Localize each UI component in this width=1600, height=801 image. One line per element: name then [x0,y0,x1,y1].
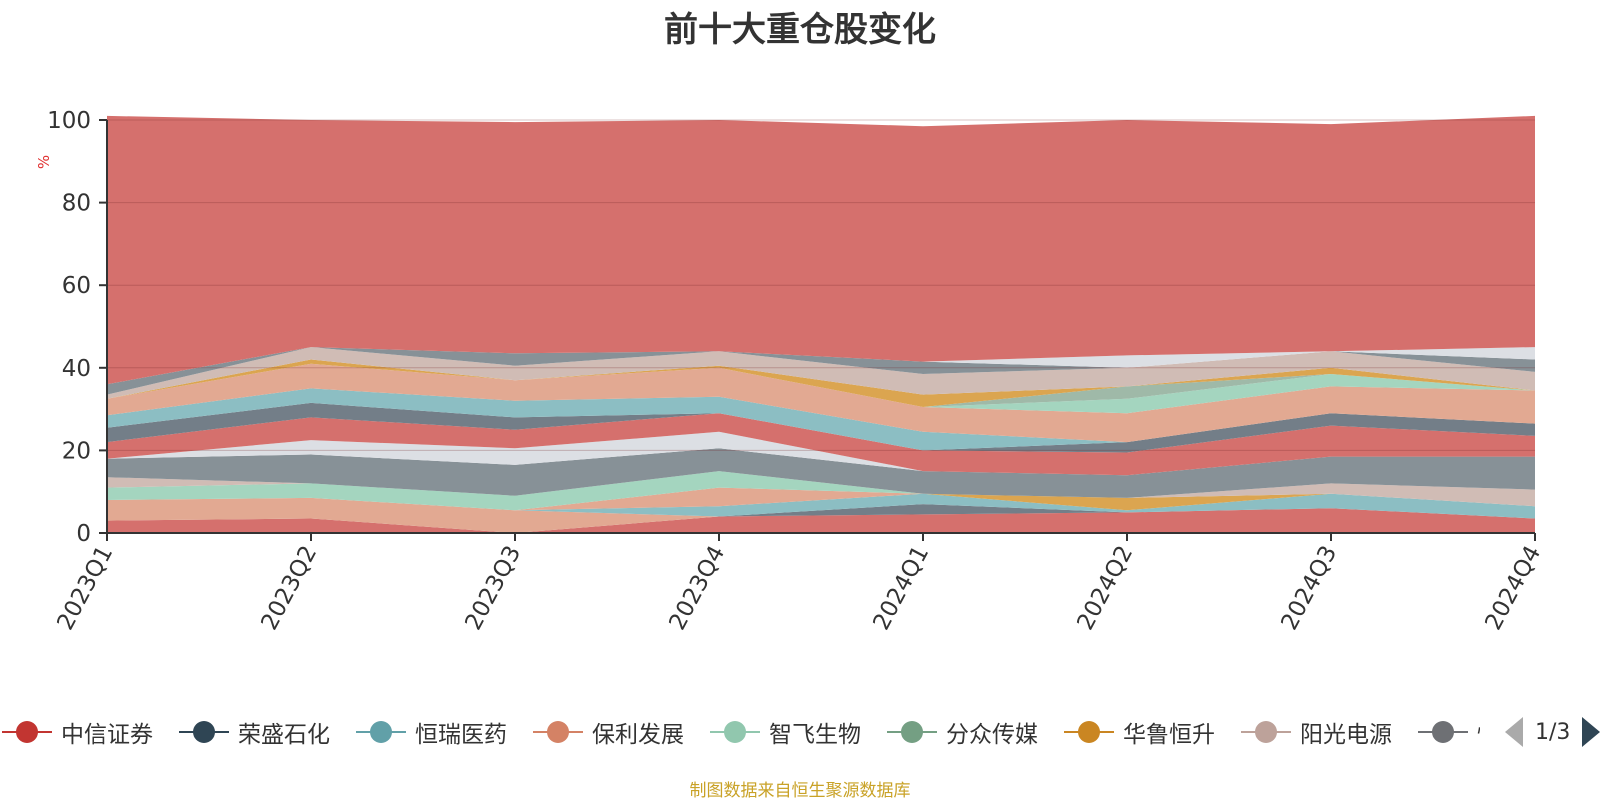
area-series-8 [107,448,1535,498]
y-tick-label: 100 [47,108,91,134]
legend-item[interactable]: 中信证券 [2,712,153,752]
area-series-0 [107,508,1535,533]
legend-label: 荣盛石化 [238,722,330,748]
area-series-5 [107,471,1535,511]
area-series-18 [107,347,1535,395]
legend-marker-icon [2,712,52,752]
y-tick-label: 20 [62,438,91,464]
legend-label: 华鲁恒升 [1123,722,1215,748]
legend-item[interactable]: 荣盛石化 [179,712,330,752]
legend-marker-icon [1418,712,1468,752]
area-series-12 [107,388,1535,451]
legend-marker-icon [710,712,760,752]
legend-label: 智飞生物 [769,722,861,748]
legend-item[interactable]: 保利发展 [533,712,684,752]
legend-item[interactable]: 恒瑞医药 [356,712,507,752]
legend-item[interactable]: 华鲁恒升 [1064,712,1215,752]
area-series-10 [107,413,1535,476]
legend-label: 分众传媒 [946,722,1038,748]
legend-page-indicator: 1/3 [1535,719,1571,745]
area-series-19 [107,347,1535,385]
legend-item[interactable]: 分众传媒 [887,712,1038,752]
x-tick-label: 2024Q1 [868,542,934,635]
area-layers [107,115,1535,533]
area-series-16 [107,359,1535,407]
x-tick-label: 2023Q2 [256,542,322,635]
legend-pager: 1/3 [1505,712,1600,752]
area-series-4 [107,487,1535,511]
y-tick-label: 40 [62,356,91,382]
area-series-6 [107,471,1535,511]
x-tick-label: 2023Q4 [664,542,730,635]
legend-label: 阳光电源 [1300,722,1392,748]
legend-label: 保利发展 [592,722,684,748]
y-axis-label: % [35,155,53,169]
y-tick-label: 80 [62,191,91,217]
area-series-3 [107,493,1535,519]
area-series-20 [107,115,1535,385]
chart-title: 前十大重仓股变化 [664,10,936,50]
y-tick-label: 0 [76,521,91,547]
legend-item[interactable]: 恒 [1418,712,1480,752]
legend-marker-icon [1241,712,1291,752]
legend-label: 中信证券 [61,722,153,748]
area-series-1 [107,497,1535,533]
legend-marker-icon [356,712,406,752]
legend-items: 中信证券 荣盛石化 恒瑞医药 保利发展 智飞生物 分众传媒 华鲁恒升 阳光电源 恒 [0,712,1480,752]
legend-marker-icon [179,712,229,752]
x-tick-label: 2023Q1 [52,542,118,635]
area-series-13 [107,363,1535,443]
legend-marker-icon [1064,712,1114,752]
legend-prev-arrow-icon[interactable] [1505,717,1523,747]
legend-marker-icon [887,712,937,752]
legend: 中信证券 荣盛石化 恒瑞医药 保利发展 智飞生物 分众传媒 华鲁恒升 阳光电源 恒 1/3 [0,712,1600,752]
area-series-17 [107,347,1535,399]
grid-lines [107,119,1535,451]
x-tick-label: 2024Q3 [1276,542,1342,635]
x-tick-label: 2024Q2 [1072,542,1138,635]
area-series-14 [107,363,1535,414]
legend-item[interactable]: 阳光电源 [1241,712,1392,752]
area-series-11 [107,402,1535,453]
x-tick-label: 2024Q4 [1480,542,1546,635]
data-source-note: 制图数据来自恒生聚源数据库 [689,781,911,801]
area-series-9 [107,431,1535,476]
x-tick-label: 2023Q3 [460,542,526,635]
legend-marker-icon [533,712,583,752]
legend-next-arrow-icon[interactable] [1582,717,1600,747]
legend-label: 恒 [1477,715,1480,749]
area-series-2 [107,497,1535,519]
y-tick-label: 60 [62,273,91,299]
legend-item[interactable]: 智飞生物 [710,712,861,752]
legend-label: 恒瑞医药 [415,722,507,748]
